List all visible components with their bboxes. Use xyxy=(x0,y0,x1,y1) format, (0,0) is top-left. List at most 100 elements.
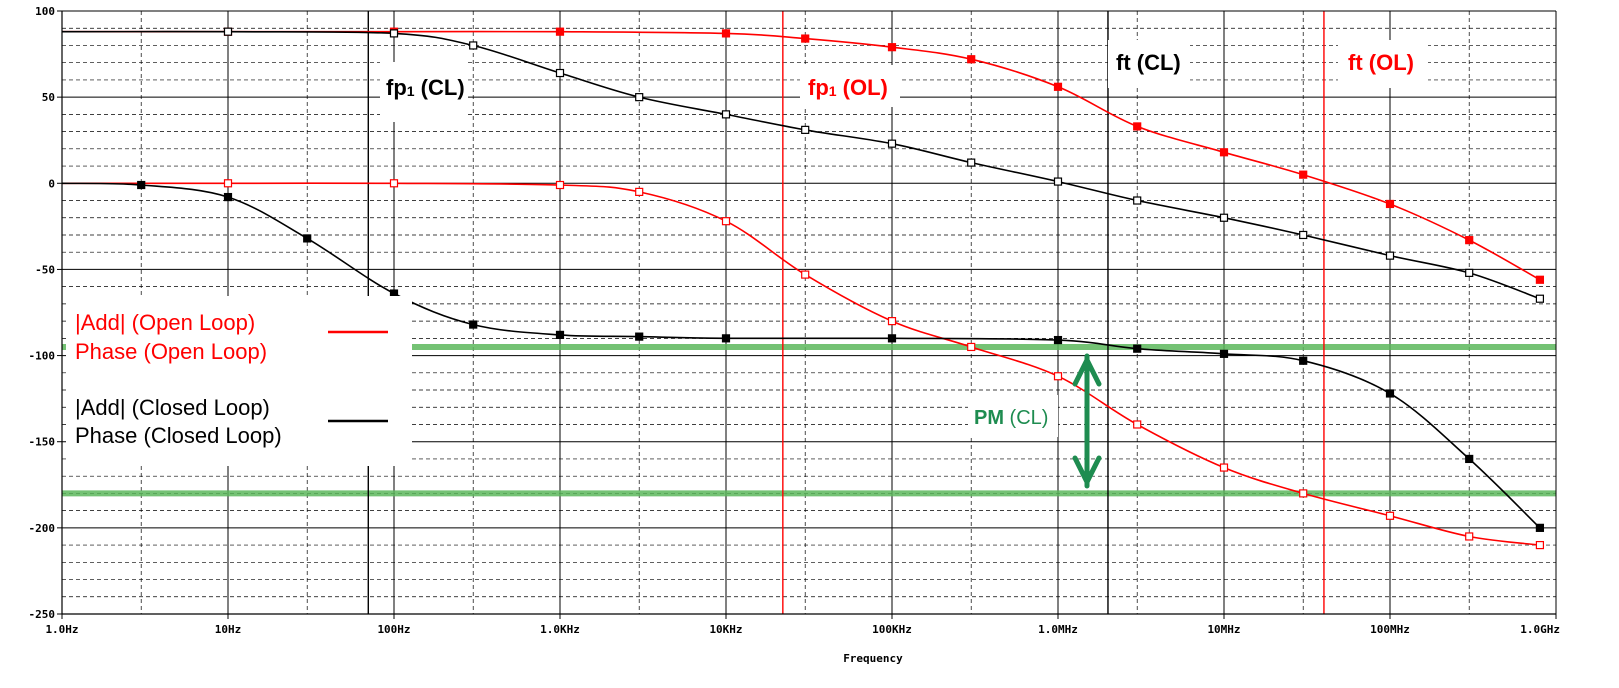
data-point xyxy=(555,68,565,78)
data-point xyxy=(721,110,731,119)
data-point xyxy=(1053,335,1063,345)
y-tick-label: -50 xyxy=(35,263,55,276)
x-tick-label: 1.0KHz xyxy=(540,623,580,636)
data-point xyxy=(1299,230,1308,240)
data-point xyxy=(801,34,810,43)
ft-cl-label-bg xyxy=(1108,40,1190,88)
data-point xyxy=(137,180,146,190)
data-point xyxy=(635,332,644,341)
data-point xyxy=(721,217,731,226)
x-tick-label: 10KHz xyxy=(709,623,742,636)
ft-cl-label: ft (CL) xyxy=(1116,50,1181,75)
annotations: fp1 (CL) fp1 (OL) ft (CL) ft (OL) PM (CL… xyxy=(380,40,1428,489)
data-point xyxy=(1053,372,1063,381)
x-tick-label: 1.0MHz xyxy=(1038,623,1078,636)
ft-ol-label: ft (OL) xyxy=(1348,50,1414,75)
data-point xyxy=(1219,148,1229,157)
data-point xyxy=(1299,170,1308,179)
fp1-ol-label-bg xyxy=(800,65,900,107)
fp1-ol-label: fp1 (OL) xyxy=(808,75,888,100)
data-point xyxy=(223,192,233,202)
x-tick-label: 1.0Hz xyxy=(45,623,78,636)
fp1-cl-label-bg xyxy=(380,62,468,122)
x-tick-label: 10MHz xyxy=(1207,623,1240,636)
data-point xyxy=(887,139,897,148)
data-point xyxy=(1385,511,1395,520)
legend: |Add| (Open Loop) Phase (Open Loop) |Add… xyxy=(66,296,412,466)
data-point xyxy=(721,334,731,343)
legend-entry-open-loop-line1: |Add| (Open Loop) xyxy=(75,310,255,335)
legend-entry-open-loop-line2: Phase (Open Loop) xyxy=(75,339,267,364)
data-point xyxy=(303,234,312,243)
data-point xyxy=(635,93,644,102)
data-point xyxy=(1053,82,1063,91)
data-point xyxy=(887,43,897,52)
legend-background xyxy=(66,296,412,466)
x-tick-label: 1.0GHz xyxy=(1520,623,1560,636)
data-point xyxy=(469,41,478,50)
data-point xyxy=(967,342,976,352)
y-tick-label: -250 xyxy=(29,608,56,621)
y-tick-label: 100 xyxy=(35,5,55,18)
data-point xyxy=(555,180,565,190)
y-tick-label: 50 xyxy=(42,91,55,104)
data-point xyxy=(1535,294,1545,303)
data-point xyxy=(1133,196,1142,205)
data-point xyxy=(223,179,233,188)
fp1-cl-label: fp1 (CL) xyxy=(386,75,465,100)
data-point xyxy=(1219,213,1229,222)
data-point xyxy=(1385,251,1395,260)
data-point xyxy=(1535,275,1545,284)
data-point xyxy=(555,27,565,36)
data-point xyxy=(1299,489,1308,498)
data-point xyxy=(721,29,731,38)
x-tick-label: 100MHz xyxy=(1370,623,1410,636)
data-point xyxy=(635,187,644,196)
data-point xyxy=(801,125,810,134)
data-point xyxy=(223,27,233,36)
pm-label: PM (CL) xyxy=(974,407,1048,429)
pm-label-bg xyxy=(968,395,1058,437)
legend-entry-closed-loop-line2: Phase (Closed Loop) xyxy=(75,423,282,448)
y-tick-label: -100 xyxy=(29,350,56,363)
y-tick-label: -200 xyxy=(29,522,56,535)
data-point xyxy=(801,270,810,279)
axes: 100 50 0 -50 -100 -150 -200 -250 1.0Hz 10Hz 100Hz 1… xyxy=(29,5,1561,665)
series-line-2 xyxy=(61,182,1541,529)
y-tick-label: -150 xyxy=(29,436,56,449)
data-point xyxy=(1133,420,1142,429)
data-point xyxy=(1299,356,1308,365)
data-point xyxy=(1133,122,1142,131)
data-point xyxy=(1219,463,1229,472)
data-point xyxy=(1465,454,1474,464)
data-point xyxy=(1535,540,1545,550)
data-point xyxy=(1385,389,1395,398)
data-point xyxy=(389,289,399,298)
data-point xyxy=(1133,344,1142,353)
data-point xyxy=(1385,199,1395,209)
phase-margin-arrow xyxy=(1072,353,1102,489)
data-point xyxy=(555,330,565,339)
series-line-3 xyxy=(61,30,1541,300)
data-point xyxy=(887,334,897,343)
legend-entry-closed-loop-line1: |Add| (Closed Loop) xyxy=(75,395,270,420)
data-point xyxy=(469,320,478,329)
data-point xyxy=(1465,268,1474,277)
x-tick-label: 100Hz xyxy=(377,623,410,636)
x-axis-label: Frequency xyxy=(843,652,903,665)
x-tick-label: 100KHz xyxy=(872,623,912,636)
data-point xyxy=(1535,523,1545,532)
data-point xyxy=(389,29,399,38)
data-point xyxy=(887,317,897,326)
data-point xyxy=(967,158,976,167)
data-point xyxy=(1219,349,1229,358)
data-point xyxy=(389,179,399,188)
y-tick-label: 0 xyxy=(48,177,55,190)
data-point xyxy=(1053,177,1063,186)
series-layer xyxy=(61,27,1545,550)
data-point xyxy=(1465,532,1474,541)
ft-ol-label-bg xyxy=(1338,40,1428,88)
data-point xyxy=(967,55,976,64)
data-point xyxy=(1465,236,1474,245)
